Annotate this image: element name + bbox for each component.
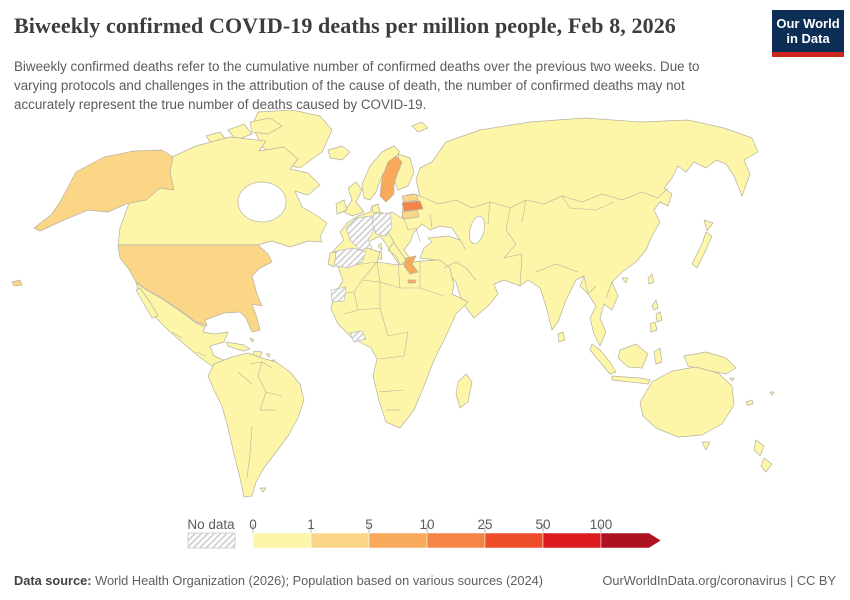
- country-taiwan[interactable]: [647, 273, 655, 285]
- caspian-sea: [469, 215, 485, 245]
- legend-tick-label: 10: [419, 517, 434, 532]
- owid-logo[interactable]: Our World in Data: [772, 10, 844, 57]
- island-hokkaido[interactable]: [703, 219, 714, 232]
- owid-logo-line2: in Data: [786, 31, 830, 46]
- country-philippines[interactable]: [655, 311, 663, 323]
- legend-tick-label: 5: [365, 517, 373, 532]
- country-denmark[interactable]: [371, 203, 381, 214]
- owid-logo-stripe: [772, 52, 844, 57]
- country-iceland[interactable]: [327, 145, 351, 161]
- country-norway[interactable]: [361, 145, 401, 201]
- country-portugal[interactable]: [327, 251, 337, 268]
- continent-africa[interactable]: [330, 246, 469, 429]
- island-tasmania[interactable]: [701, 441, 711, 451]
- hudson-bay: [237, 181, 287, 223]
- no-data-countries: [329, 212, 393, 343]
- country-philippines[interactable]: [651, 299, 659, 311]
- country-japan[interactable]: [691, 231, 713, 269]
- legend-no-data-swatch[interactable]: [187, 532, 236, 549]
- island-sumatra[interactable]: [589, 343, 617, 375]
- legend-tick-label: 0: [249, 517, 257, 532]
- data-source-text: World Health Organization (2026); Popula…: [95, 573, 544, 588]
- islands-hawaii-usa[interactable]: [11, 279, 23, 287]
- country-philippines[interactable]: [649, 321, 658, 333]
- legend-bin-5-10[interactable]: [368, 532, 428, 549]
- country-sweden[interactable]: [379, 155, 403, 203]
- country-western-sahara[interactable]: [330, 286, 347, 303]
- legend-tick-label: 50: [535, 517, 550, 532]
- chart-footer: Data source: World Health Organization (…: [14, 573, 836, 588]
- island-corsica[interactable]: [377, 242, 383, 251]
- island-fiji[interactable]: [769, 391, 775, 396]
- country-latvia[interactable]: [401, 200, 424, 212]
- owid-credit-link[interactable]: OurWorldInData.org/coronavirus | CC BY: [602, 573, 836, 588]
- legend-bin-25-50[interactable]: [484, 532, 544, 549]
- legend-bin-100-plus[interactable]: [600, 532, 662, 549]
- country-germany[interactable]: [371, 212, 393, 237]
- country-united-kingdom[interactable]: [343, 181, 365, 217]
- island-bahamas[interactable]: [249, 337, 255, 343]
- colored-countries: [11, 149, 424, 333]
- island-borneo[interactable]: [617, 343, 649, 369]
- country-new-zealand[interactable]: [753, 439, 765, 457]
- country-greece[interactable]: [403, 255, 419, 275]
- owid-logo-line1: Our World: [776, 16, 840, 31]
- chart-subtitle: Biweekly confirmed deaths refer to the c…: [14, 59, 700, 113]
- island-new-caledonia[interactable]: [745, 399, 754, 406]
- country-sri-lanka[interactable]: [557, 331, 566, 343]
- arctic-islands[interactable]: [227, 123, 253, 141]
- island-svalbard[interactable]: [411, 121, 429, 133]
- country-alaska-usa[interactable]: [33, 149, 175, 232]
- country-australia[interactable]: [639, 366, 735, 438]
- legend-no-data-label: No data: [187, 517, 235, 532]
- legend-tick-label: 1: [307, 517, 315, 532]
- island-java[interactable]: [611, 375, 651, 385]
- island-puerto-rico[interactable]: [265, 353, 271, 358]
- page-title: Biweekly confirmed COVID-19 deaths per m…: [14, 13, 676, 38]
- world-map-container: No data 0 1 5 10 25 50 100: [0, 109, 850, 560]
- country-france[interactable]: [345, 215, 375, 251]
- island-new-guinea[interactable]: [683, 351, 737, 375]
- country-estonia[interactable]: [401, 193, 419, 203]
- arctic-islands[interactable]: [249, 117, 283, 135]
- island-crete-greece[interactable]: [407, 279, 417, 284]
- island-falklands[interactable]: [259, 487, 267, 493]
- country-liberia[interactable]: [349, 330, 367, 343]
- country-usa[interactable]: [117, 244, 273, 333]
- data-source-label: Data source:: [14, 573, 92, 588]
- country-ireland[interactable]: [335, 199, 348, 215]
- legend-tick-label: 100: [590, 517, 613, 532]
- country-cuba[interactable]: [225, 341, 251, 352]
- island-solomon[interactable]: [729, 377, 735, 382]
- legend-bin-1-5[interactable]: [310, 532, 370, 549]
- legend-tick-label: 25: [477, 517, 492, 532]
- legend-bin-10-25[interactable]: [426, 532, 486, 549]
- baja-california[interactable]: [135, 287, 159, 319]
- map-legend: No data 0 1 5 10 25 50 100: [187, 517, 662, 549]
- island-sulawesi[interactable]: [653, 347, 663, 365]
- owid-logo-box: Our World in Data: [772, 10, 844, 52]
- island-hainan[interactable]: [621, 277, 629, 284]
- country-madagascar[interactable]: [455, 373, 473, 409]
- data-source-note: Data source: World Health Organization (…: [14, 573, 543, 588]
- country-new-zealand[interactable]: [760, 457, 773, 473]
- country-lithuania[interactable]: [401, 209, 420, 220]
- landmass-eurasia[interactable]: [329, 117, 759, 347]
- world-choropleth-svg: No data 0 1 5 10 25 50 100: [11, 109, 775, 549]
- legend-bin-0-1[interactable]: [252, 532, 312, 549]
- legend-bin-50-100[interactable]: [542, 532, 602, 549]
- continent-south-america[interactable]: [207, 352, 305, 498]
